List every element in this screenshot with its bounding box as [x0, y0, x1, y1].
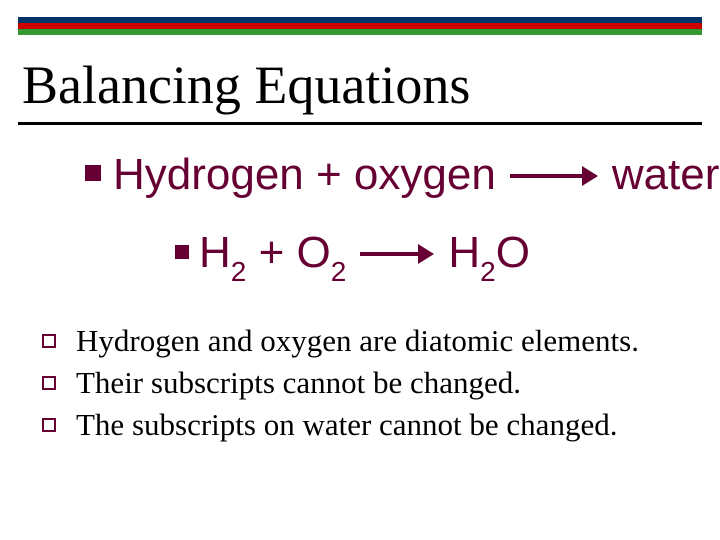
open-bullet-icon	[42, 376, 56, 390]
sym-o: O	[297, 228, 331, 277]
sym-h: H	[199, 228, 231, 277]
open-bullet-icon	[42, 334, 56, 348]
sym-h-sub: 2	[231, 256, 247, 287]
open-bullet-icon	[42, 418, 56, 432]
stripe-3	[18, 29, 702, 35]
arrow-head-icon	[418, 244, 434, 264]
arrow-icon	[360, 226, 434, 276]
sym-plus: +	[246, 228, 296, 277]
equation-symbols: H2 + O2H2O	[175, 228, 530, 284]
note-text: The subscripts on water cannot be change…	[76, 407, 617, 442]
equation-words: Hydrogen + oxygen water	[85, 150, 719, 202]
list-item: The subscripts on water cannot be change…	[42, 404, 639, 446]
arrow-head-icon	[582, 166, 598, 186]
list-item: Hydrogen and oxygen are diatomic element…	[42, 320, 639, 362]
bullet-icon	[85, 165, 101, 181]
page-title: Balancing Equations	[22, 54, 470, 116]
sym-o-sub: 2	[331, 256, 347, 287]
notes-list: Hydrogen and oxygen are diatomic element…	[42, 320, 639, 446]
equation-words-right: water	[612, 150, 720, 199]
bullet-icon	[175, 245, 189, 259]
equation-words-left: Hydrogen + oxygen	[113, 150, 496, 199]
arrow-shaft	[510, 174, 582, 178]
title-underline	[18, 122, 702, 125]
sym-prod-o: O	[496, 228, 530, 277]
note-text: Their subscripts cannot be changed.	[76, 365, 521, 400]
arrow-icon	[510, 148, 598, 198]
sym-prod-h: H	[448, 228, 480, 277]
arrow-shaft	[360, 252, 418, 256]
sym-prod-h-sub: 2	[480, 256, 496, 287]
note-text: Hydrogen and oxygen are diatomic element…	[76, 323, 639, 358]
list-item: Their subscripts cannot be changed.	[42, 362, 639, 404]
